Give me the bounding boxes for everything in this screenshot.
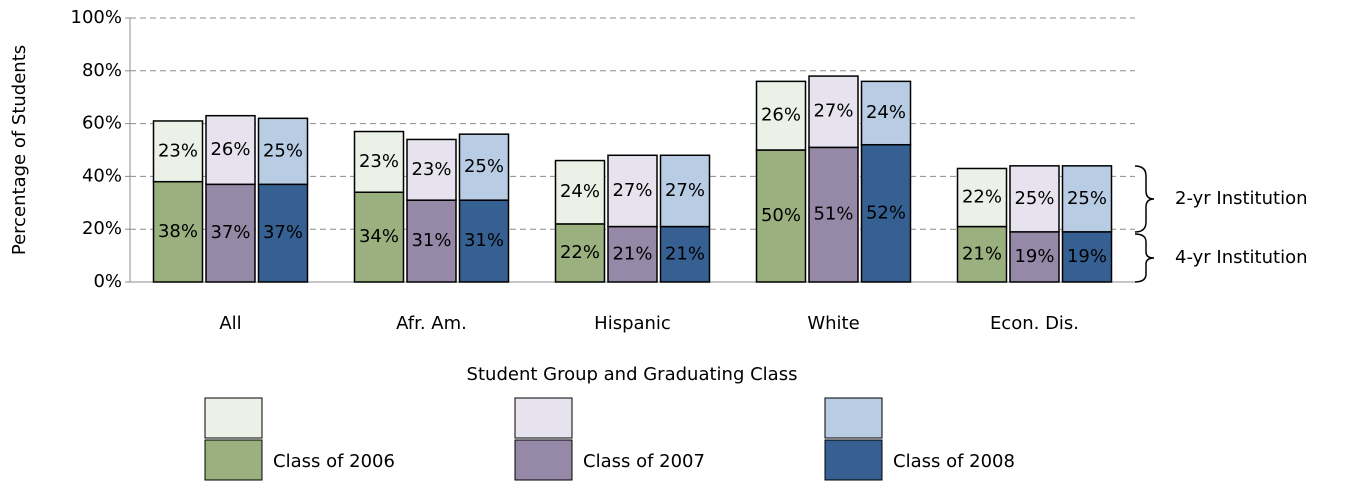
x-axis-title: Student Group and Graduating Class bbox=[467, 364, 798, 385]
bar-segment bbox=[458, 133, 510, 201]
bar-segment bbox=[257, 117, 309, 186]
bar-segment bbox=[1009, 231, 1060, 283]
bar-segment bbox=[607, 154, 658, 228]
y-tick-label: 20% bbox=[82, 218, 122, 239]
data-label: 27% bbox=[813, 101, 853, 122]
data-label: 22% bbox=[560, 242, 600, 263]
data-label: 26% bbox=[761, 105, 801, 126]
data-label: 26% bbox=[210, 139, 250, 160]
bar-segment bbox=[659, 225, 711, 283]
y-axis-title: Percentage of Students bbox=[9, 45, 30, 255]
legend-swatch bbox=[204, 439, 263, 481]
bar-segment bbox=[458, 199, 510, 283]
x-tick-label: White bbox=[807, 313, 859, 334]
data-label: 23% bbox=[158, 140, 198, 161]
data-label: 31% bbox=[411, 230, 451, 251]
stack-annotation: 2-yr Institution bbox=[1175, 188, 1308, 209]
bar-segment bbox=[406, 199, 457, 283]
legend-swatch bbox=[514, 397, 573, 439]
bar-segment bbox=[860, 143, 912, 283]
data-label: 21% bbox=[612, 243, 652, 264]
x-tick-label: Hispanic bbox=[594, 313, 671, 334]
data-label: 25% bbox=[263, 140, 303, 161]
data-label: 24% bbox=[866, 102, 906, 123]
legend-swatch bbox=[204, 397, 263, 439]
y-tick-label: 0% bbox=[93, 271, 122, 292]
data-label: 25% bbox=[464, 156, 504, 177]
data-label: 51% bbox=[813, 204, 853, 225]
bar-segment bbox=[860, 80, 912, 146]
x-tick-label: Econ. Dis. bbox=[990, 313, 1079, 334]
legend-label: Class of 2008 bbox=[893, 451, 1015, 472]
bar-segment bbox=[205, 114, 256, 186]
bar-segment bbox=[554, 223, 606, 283]
data-label: 23% bbox=[359, 151, 399, 172]
brace-4yr bbox=[1134, 233, 1155, 283]
data-label: 31% bbox=[464, 230, 504, 251]
x-tick-label: Afr. Am. bbox=[396, 313, 467, 334]
legend-swatch bbox=[514, 439, 573, 481]
bar-segment bbox=[659, 154, 711, 228]
y-tick-label: 40% bbox=[82, 165, 122, 186]
data-label: 34% bbox=[359, 226, 399, 247]
data-label: 21% bbox=[665, 243, 705, 264]
x-tick-label: All bbox=[219, 313, 241, 334]
bar-segment bbox=[152, 120, 204, 183]
bar-segment bbox=[1061, 231, 1113, 283]
bar-segment bbox=[956, 225, 1008, 283]
y-tick-label: 80% bbox=[82, 60, 122, 81]
data-label: 27% bbox=[612, 180, 652, 201]
data-label: 37% bbox=[263, 222, 303, 243]
bar-segment bbox=[755, 80, 807, 151]
data-label: 52% bbox=[866, 202, 906, 223]
bar-segment bbox=[554, 159, 606, 225]
data-label: 19% bbox=[1067, 246, 1107, 267]
data-label: 50% bbox=[761, 205, 801, 226]
legend-swatch bbox=[824, 439, 883, 481]
y-tick-label: 100% bbox=[71, 7, 122, 28]
data-label: 23% bbox=[411, 159, 451, 180]
bar-segment bbox=[956, 167, 1008, 228]
bar-segment bbox=[406, 138, 457, 201]
data-label: 21% bbox=[962, 243, 1002, 264]
data-label: 38% bbox=[158, 221, 198, 242]
data-label: 22% bbox=[962, 187, 1002, 208]
bar-segment bbox=[1061, 165, 1113, 233]
bar-segment bbox=[1009, 165, 1060, 233]
data-label: 19% bbox=[1014, 246, 1054, 267]
data-label: 24% bbox=[560, 181, 600, 202]
bar-segment bbox=[808, 75, 859, 149]
data-label: 27% bbox=[665, 180, 705, 201]
y-tick-label: 60% bbox=[82, 113, 122, 134]
data-label: 25% bbox=[1067, 188, 1107, 209]
legend-label: Class of 2007 bbox=[583, 451, 705, 472]
data-label: 37% bbox=[210, 222, 250, 243]
brace bbox=[1134, 165, 1155, 283]
brace-2yr bbox=[1134, 165, 1155, 233]
legend-swatch bbox=[824, 397, 883, 439]
legend-label: Class of 2006 bbox=[273, 451, 395, 472]
stack-annotation: 4-yr Institution bbox=[1175, 247, 1308, 268]
bar-segment bbox=[257, 183, 309, 283]
bar-segment bbox=[353, 191, 405, 283]
bar-segment bbox=[205, 183, 256, 283]
bar-segment bbox=[353, 130, 405, 193]
data-label: 25% bbox=[1014, 188, 1054, 209]
